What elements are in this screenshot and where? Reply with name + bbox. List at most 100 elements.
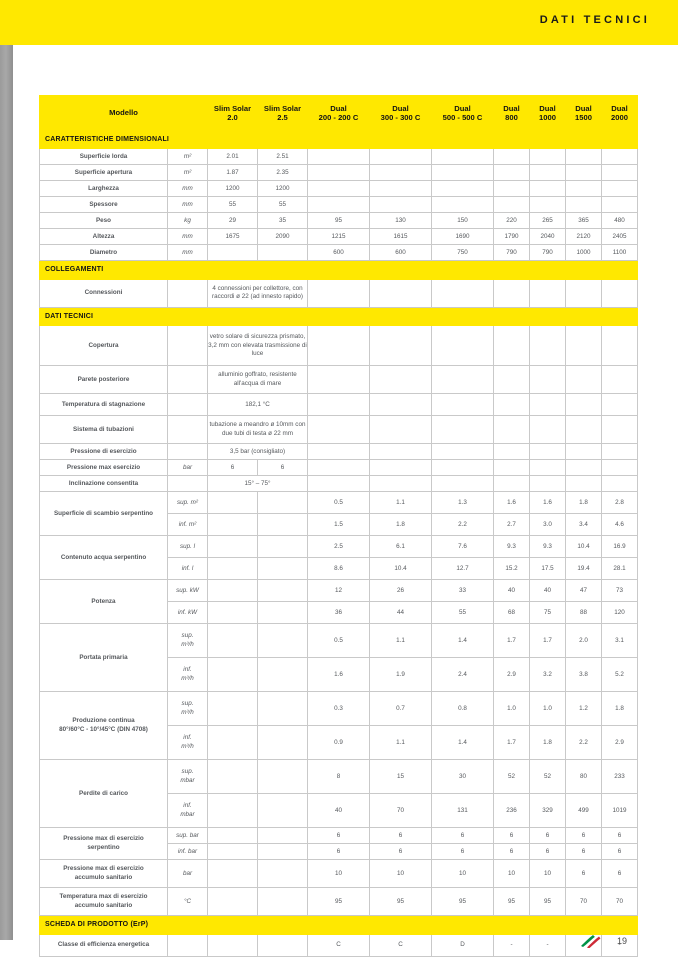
cell-value: 790 [529, 244, 566, 262]
row-unit [167, 365, 208, 395]
cell-value: 36 [307, 601, 370, 625]
cell-empty [529, 365, 566, 395]
cell-empty [529, 459, 566, 477]
cell-empty [565, 278, 602, 308]
row-label-perdite-carico: Perdite di carico [39, 759, 168, 829]
cell-value: 1.8 [601, 691, 638, 727]
table-row: inf. mbar 40 70 131 236 329 499 1019 [40, 793, 638, 829]
cell-value [529, 196, 566, 214]
cell-value [257, 793, 308, 829]
cell-value [529, 180, 566, 198]
cell-value: 1.3 [431, 491, 494, 515]
cell-value: 6 [493, 827, 530, 845]
cell-value: 10 [431, 859, 494, 889]
cell-empty [493, 365, 530, 395]
cell-value: D [431, 933, 494, 957]
cell-value: 1690 [431, 228, 494, 246]
cell-value-text: 15° – 75° [207, 475, 308, 493]
cell-value: 10 [369, 859, 432, 889]
cell-empty [493, 443, 530, 461]
cell-value: 2.8 [601, 491, 638, 515]
cell-value: 6 [601, 859, 638, 889]
cell-empty [601, 415, 638, 445]
row-unit-sup: sup. m² [167, 491, 208, 515]
cell-value: 2.35 [257, 164, 308, 182]
cell-value: 1215 [307, 228, 370, 246]
cell-value [601, 148, 638, 166]
row-label-larghezza: Larghezza [39, 180, 168, 198]
cell-value: 80 [565, 759, 602, 795]
cell-value: 1.4 [431, 623, 494, 659]
row-unit-sup: sup. mbar [167, 759, 208, 795]
row-unit: °C [167, 887, 208, 917]
cell-value: 1.9 [369, 657, 432, 693]
cell-value: 12.7 [431, 557, 494, 581]
cell-value [565, 196, 602, 214]
cell-value [601, 164, 638, 182]
table-row: inf. m³/h 1.6 1.9 2.4 2.9 3.2 3.8 5.2 [40, 657, 638, 693]
cell-empty [529, 278, 566, 308]
cell-value [369, 148, 432, 166]
cell-value [493, 196, 530, 214]
cell-value [369, 164, 432, 182]
cell-value: 6 [431, 843, 494, 861]
cell-value: 1615 [369, 228, 432, 246]
cell-value: 2.9 [601, 725, 638, 761]
row-unit: mm [167, 244, 208, 262]
cell-empty [307, 325, 370, 367]
cell-value: 95 [493, 887, 530, 917]
cell-empty [431, 475, 494, 493]
row-label-superficie-scambio: Superficie di scambio serpentino [39, 491, 168, 537]
cell-value: 10 [529, 859, 566, 889]
cell-value: 40 [493, 579, 530, 603]
row-unit-sup: sup. bar [167, 827, 208, 845]
cell-empty [493, 278, 530, 308]
table-row: Peso kg 29 35 95 130 150 220 265 365 480 [39, 212, 638, 230]
cell-value: 40 [529, 579, 566, 603]
table-row: Connessioni 4 connessioni per collettore… [39, 278, 638, 308]
cell-value [431, 164, 494, 182]
cell-value-text: 4 connessioni per collettore, con raccor… [207, 278, 308, 308]
cell-value: 131 [431, 793, 494, 829]
row-label-produzione-continua: Produzione continua 80°/60°C - 10°/45°C … [39, 691, 168, 761]
cell-value: 265 [529, 212, 566, 230]
row-label-inclinazione: Inclinazione consentita [39, 475, 168, 493]
cell-value: 600 [307, 244, 370, 262]
cell-value: 68 [493, 601, 530, 625]
cell-value [257, 244, 308, 262]
cell-value: 220 [493, 212, 530, 230]
table-row: Pressione max di esercizio serpentino su… [39, 827, 638, 861]
cell-value [207, 535, 258, 559]
cell-value: 130 [369, 212, 432, 230]
cell-value [257, 859, 308, 889]
cell-value: 29 [207, 212, 258, 230]
cell-value [207, 601, 258, 625]
cell-value: 10 [307, 859, 370, 889]
cell-value [493, 148, 530, 166]
cell-value [207, 657, 258, 693]
cell-value: 6 [431, 827, 494, 845]
table-row: Pressione di esercizio 3,5 bar (consigli… [39, 443, 638, 461]
cell-value [207, 725, 258, 761]
cell-value: 6 [257, 459, 308, 477]
cell-value: 750 [431, 244, 494, 262]
cell-value: 6 [565, 859, 602, 889]
table-row: Portata primaria sup. m³/h 0.5 1.1 1.4 1… [39, 623, 638, 693]
cell-value [431, 148, 494, 166]
cell-value: 52 [529, 759, 566, 795]
cell-value [431, 180, 494, 198]
cell-value: 55 [257, 196, 308, 214]
cell-value: 1.7 [493, 725, 530, 761]
table-row: inf. kW 36 44 55 68 75 88 120 [40, 601, 638, 625]
cell-value: 16.9 [601, 535, 638, 559]
cell-value: 95 [369, 887, 432, 917]
section-header-scheda-prodotto: SCHEDA DI PRODOTTO (ErP) [39, 915, 638, 935]
row-unit [167, 415, 208, 445]
cell-value: 6.1 [369, 535, 432, 559]
row-unit-inf: inf. mbar [167, 793, 208, 829]
cell-empty [369, 415, 432, 445]
table-row: Diametro mm 600 600 750 790 790 1000 110… [39, 244, 638, 262]
row-unit: mm [167, 180, 208, 198]
cell-value: 95 [307, 212, 370, 230]
column-header-dual-1000: Dual 1000 [529, 95, 566, 131]
